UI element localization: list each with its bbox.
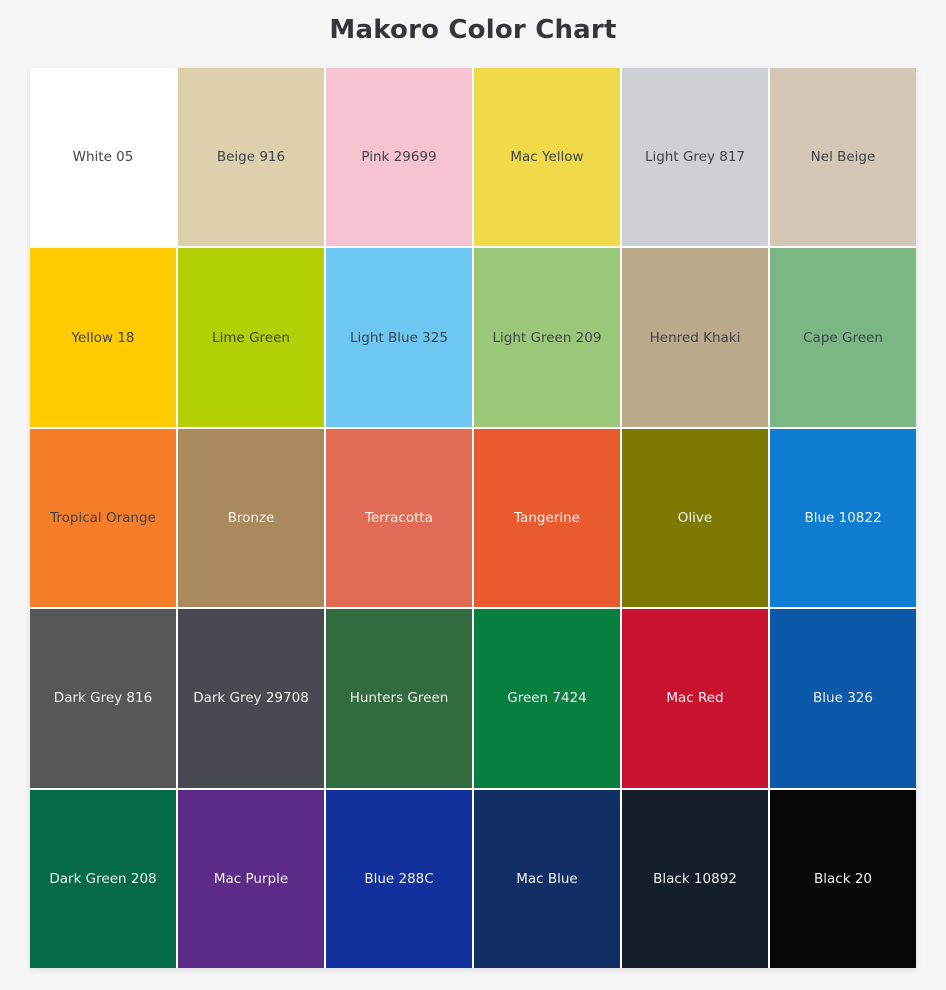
swatch-henred-khaki: Henred Khaki — [622, 248, 768, 427]
page-title: Makoro Color Chart — [329, 15, 617, 45]
swatch-mac-purple: Mac Purple — [178, 789, 324, 968]
swatch-hunters-green: Hunters Green — [326, 609, 472, 788]
swatch-dark-green-208: Dark Green 208 — [30, 789, 176, 968]
swatch-blue-288c: Blue 288C — [326, 789, 472, 968]
swatch-mac-blue: Mac Blue — [474, 789, 620, 968]
swatch-black-10892: Black 10892 — [622, 789, 768, 968]
swatch-light-blue-325: Light Blue 325 — [326, 248, 472, 427]
swatch-yellow-18: Yellow 18 — [30, 248, 176, 427]
swatch-blue-326: Blue 326 — [770, 609, 916, 788]
swatch-black-20: Black 20 — [770, 789, 916, 968]
swatch-terracotta: Terracotta — [326, 428, 472, 608]
swatch-olive: Olive — [622, 428, 768, 608]
swatch-dark-grey-816: Dark Grey 816 — [30, 609, 176, 788]
swatch-beige-916: Beige 916 — [178, 68, 324, 247]
color-grid: White 05 Beige 916 Pink 29699 Mac Yellow Lig… — [30, 68, 916, 968]
swatch-lime-green: Lime Green — [178, 248, 324, 427]
swatch-dark-grey-29708: Dark Grey 29708 — [178, 609, 324, 788]
swatch-tropical-orange: Tropical Orange — [30, 428, 176, 608]
swatch-nel-beige: Nel Beige — [770, 68, 916, 247]
swatch-mac-yellow: Mac Yellow — [474, 68, 620, 247]
swatch-tangerine: Tangerine — [474, 428, 620, 608]
swatch-blue-10822: Blue 10822 — [770, 428, 916, 608]
swatch-light-grey-817: Light Grey 817 — [622, 68, 768, 247]
swatch-white-05: White 05 — [30, 68, 176, 247]
swatch-light-green-209: Light Green 209 — [474, 248, 620, 427]
swatch-cape-green: Cape Green — [770, 248, 916, 427]
swatch-pink-29699: Pink 29699 — [326, 68, 472, 247]
swatch-mac-red: Mac Red — [622, 609, 768, 788]
swatch-bronze: Bronze — [178, 428, 324, 608]
swatch-green-7424: Green 7424 — [474, 609, 620, 788]
